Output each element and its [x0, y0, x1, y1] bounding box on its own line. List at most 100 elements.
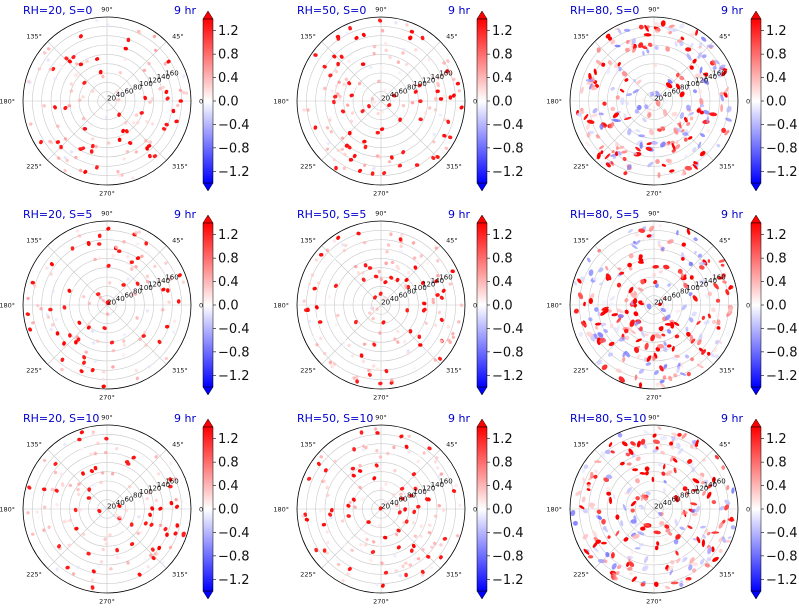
scatter-point	[611, 563, 617, 570]
scatter-point	[145, 120, 149, 124]
scatter-point	[42, 458, 47, 463]
scatter-point	[404, 62, 409, 67]
scatter-point	[419, 534, 423, 539]
scatter-point	[633, 311, 639, 317]
scatter-point	[91, 569, 96, 574]
scatter-point	[642, 51, 645, 56]
colorbar: 1.20.80.40.0−0.4−0.8−1.2	[750, 10, 798, 192]
scatter-point	[122, 240, 126, 244]
scatter-point	[372, 342, 377, 347]
scatter-point	[46, 47, 51, 51]
radial-tick-label: 60	[671, 87, 680, 95]
scatter-point	[686, 53, 692, 61]
scatter-point	[336, 313, 340, 318]
scatter-point	[350, 548, 354, 552]
scatter-point	[137, 515, 141, 519]
scatter-point	[707, 313, 711, 319]
scatter-point	[369, 306, 374, 310]
scatter-point	[638, 134, 646, 138]
scatter-point	[621, 441, 628, 447]
scatter-point	[395, 532, 399, 537]
scatter-point	[46, 58, 50, 62]
scatter-point	[161, 308, 165, 312]
scatter-point	[640, 438, 646, 445]
scatter-point	[679, 361, 684, 368]
scatter-point	[695, 505, 700, 513]
scatter-point	[678, 121, 682, 129]
scatter-point	[382, 171, 387, 176]
scatter-point	[375, 154, 380, 158]
scatter-point	[101, 74, 105, 79]
scatter-point	[352, 447, 356, 452]
scatter-point	[684, 491, 689, 496]
angular-gridline	[380, 41, 441, 102]
scatter-point	[90, 578, 95, 582]
scatter-point	[690, 338, 696, 344]
scatter-point	[361, 538, 366, 542]
scatter-point	[644, 104, 649, 110]
scatter-point	[373, 274, 379, 279]
scatter-point	[347, 130, 352, 136]
scatter-point	[577, 292, 584, 300]
scatter-point	[168, 545, 173, 550]
scatter-point	[595, 322, 602, 326]
scatter-point	[602, 101, 607, 106]
scatter-point	[82, 80, 87, 85]
scatter-point	[633, 303, 637, 308]
scatter-point	[669, 169, 675, 173]
scatter-point	[56, 124, 60, 128]
colorbar-extend-min	[476, 590, 488, 600]
scatter-point	[414, 48, 418, 52]
radial-tick-label: 160	[165, 69, 178, 77]
scatter-point	[585, 78, 594, 82]
scatter-point	[629, 319, 635, 327]
scatter-point	[359, 542, 363, 547]
scatter-point	[618, 145, 625, 150]
scatter-point	[635, 496, 640, 501]
scatter-point	[78, 62, 84, 67]
scatter-point	[624, 335, 630, 341]
scatter-point	[702, 458, 706, 462]
scatter-point	[605, 162, 611, 168]
scatter-point	[434, 323, 438, 328]
scatter-point	[692, 295, 698, 302]
scatter-point	[416, 504, 421, 509]
scatter-point	[676, 366, 681, 374]
scatter-point	[431, 297, 435, 302]
scatter-point	[370, 171, 375, 176]
scatter-point	[168, 477, 173, 482]
scatter-point	[680, 272, 684, 280]
angular-gridline	[47, 100, 108, 161]
angle-tick-label: 135°	[300, 236, 316, 244]
scatter-point	[407, 450, 411, 454]
scatter-point	[627, 128, 632, 136]
scatter-point	[30, 280, 35, 285]
scatter-point	[109, 504, 113, 509]
scatter-point	[633, 515, 637, 522]
scatter-point	[69, 89, 74, 93]
scatter-point	[432, 132, 436, 137]
angular-gridline	[47, 449, 108, 510]
scatter-point	[409, 29, 415, 34]
scatter-point	[679, 372, 687, 376]
scatter-point	[51, 289, 55, 293]
scatter-point	[74, 526, 79, 531]
scatter-point	[375, 448, 379, 453]
scatter-point	[101, 377, 105, 382]
scatter-point	[119, 92, 123, 96]
polar-frame	[569, 16, 739, 186]
scatter-point	[169, 461, 173, 466]
radial-tick-label: 20	[381, 94, 390, 102]
scatter-point	[639, 326, 643, 332]
scatter-point	[63, 442, 67, 447]
scatter-point	[67, 288, 72, 293]
scatter-point	[626, 462, 632, 466]
scatter-point	[694, 73, 702, 79]
scatter-point	[630, 292, 637, 299]
scatter-point	[651, 100, 657, 106]
scatter-point	[646, 355, 652, 362]
scatter-point	[633, 290, 638, 296]
scatter-point	[377, 524, 381, 528]
colorbar-tick-label: 1.2	[218, 228, 239, 243]
scatter-point	[595, 59, 602, 66]
